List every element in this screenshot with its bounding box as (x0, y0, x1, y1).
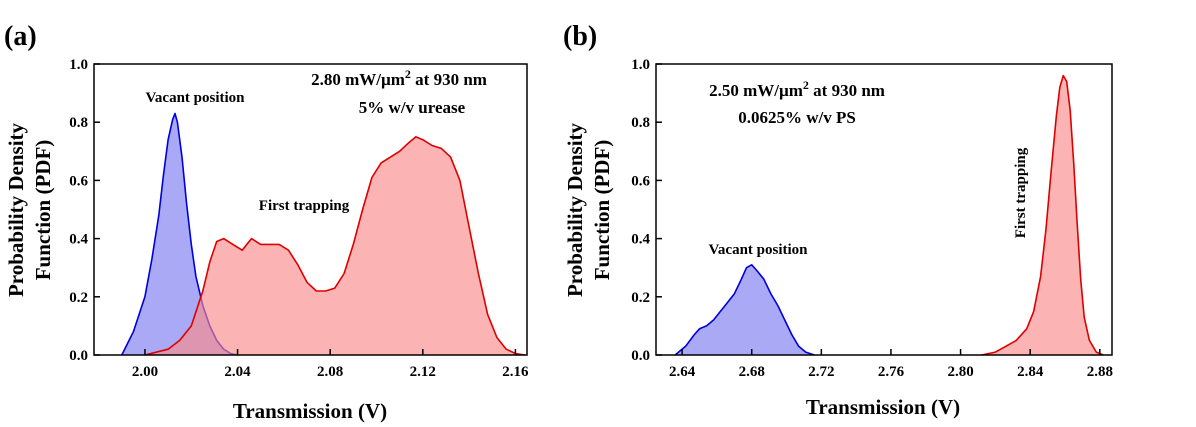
x-tick-label: 2.12 (410, 364, 436, 380)
panel-a-x-axis-title: Transmission (V) (233, 399, 387, 423)
panel-a-x-ticks: 2.00 2.04 2.08 2.12 2.16 (132, 349, 529, 380)
panel-a-annotation-trapping: First trapping (259, 198, 350, 214)
panel-b-y-ticks: 0.0 0.2 0.4 0.6 0.8 1.0 (631, 57, 662, 364)
panel-a: (a) 2.00 2.04 2.08 2.12 2.16 0.0 0.2 0.4… (4, 21, 529, 423)
panel-a-y-ticks: 0.0 0.2 0.4 0.6 0.8 1.0 (69, 57, 100, 364)
x-tick-label: 2.16 (502, 364, 529, 380)
panel-b-line-vacant-position (674, 264, 815, 356)
panel-b-annotation-trapping: First trapping (1013, 147, 1029, 238)
panel-a-frame (93, 63, 528, 356)
y-tick-label: 0.6 (69, 173, 88, 189)
x-tick-label: 2.08 (317, 364, 343, 380)
panel-a-condition-line1: 2.80 mW/µm2 at 930 nm (311, 67, 487, 89)
x-tick-label: 2.88 (1087, 364, 1113, 380)
panel-b-y-axis-title-line2: Function (PDF) (590, 140, 614, 281)
panel-b-line-first-trapping (981, 74, 1104, 356)
panel-b-label: (b) (563, 21, 597, 52)
x-tick-label: 2.00 (132, 364, 158, 380)
panel-a-y-axis-title-line1: Probability Density (4, 122, 28, 297)
y-tick-label: 0.2 (631, 290, 650, 306)
y-tick-label: 0.4 (69, 232, 88, 248)
panel-b-area-vacant-position (675, 264, 815, 355)
panel-b-area-first-trapping (981, 75, 1104, 355)
y-tick-label: 0.4 (631, 232, 650, 248)
panel-a-annotation-vacant: Vacant position (145, 90, 245, 106)
panel-b-y-axis-title-line1: Probability Density (563, 122, 587, 297)
panel-b-condition-wavelength: at 930 nm (809, 81, 885, 100)
panel-b-x-ticks: 2.64 2.68 2.72 2.76 2.80 2.84 2.88 (669, 349, 1113, 380)
y-tick-label: 0.0 (631, 348, 650, 364)
y-tick-label: 0.6 (631, 173, 650, 189)
y-tick-label: 0.8 (631, 115, 650, 131)
panel-b-condition-line1: 2.50 mW/µm2 at 930 nm (709, 78, 885, 100)
x-tick-label: 2.76 (878, 364, 905, 380)
panel-a-condition-line2: 5% w/v urease (359, 98, 466, 117)
x-tick-label: 2.04 (224, 364, 251, 380)
panel-a-plot-area (121, 112, 525, 356)
panel-a-condition-wavelength: at 930 nm (411, 70, 487, 89)
x-tick-label: 2.64 (669, 364, 696, 380)
panel-a-y-axis-title-line2: Function (PDF) (31, 140, 55, 281)
y-tick-label: 0.8 (69, 115, 88, 131)
panel-a-line-first-trapping (144, 136, 525, 356)
panel-b-condition-line2: 0.0625% w/v PS (738, 108, 856, 127)
x-tick-label: 2.80 (947, 364, 973, 380)
panel-a-label: (a) (4, 21, 37, 52)
panel-b-frame (655, 63, 1113, 356)
panel-a-area-first-trapping (144, 136, 525, 355)
panel-b-condition-power: 2.50 mW/µm (709, 81, 803, 100)
panel-b-plot-area (674, 74, 1104, 356)
panel-b-annotation-vacant: Vacant position (708, 242, 808, 258)
panel-a-area-vacant-position (121, 113, 238, 355)
x-tick-label: 2.72 (808, 364, 834, 380)
panel-b: (b) 2.64 2.68 2.72 2.76 2.80 2.84 2.88 0… (563, 21, 1113, 419)
y-tick-label: 0.2 (69, 290, 88, 306)
x-tick-label: 2.68 (739, 364, 765, 380)
panel-b-x-axis-title: Transmission (V) (806, 395, 960, 419)
panel-a-condition-superscript: 2 (405, 67, 411, 81)
y-tick-label: 1.0 (631, 57, 650, 73)
y-tick-label: 0.0 (69, 348, 88, 364)
panel-b-condition-superscript: 2 (803, 78, 809, 92)
y-tick-label: 1.0 (69, 57, 88, 73)
x-tick-label: 2.84 (1017, 364, 1044, 380)
panel-a-condition-power: 2.80 mW/µm (311, 70, 405, 89)
